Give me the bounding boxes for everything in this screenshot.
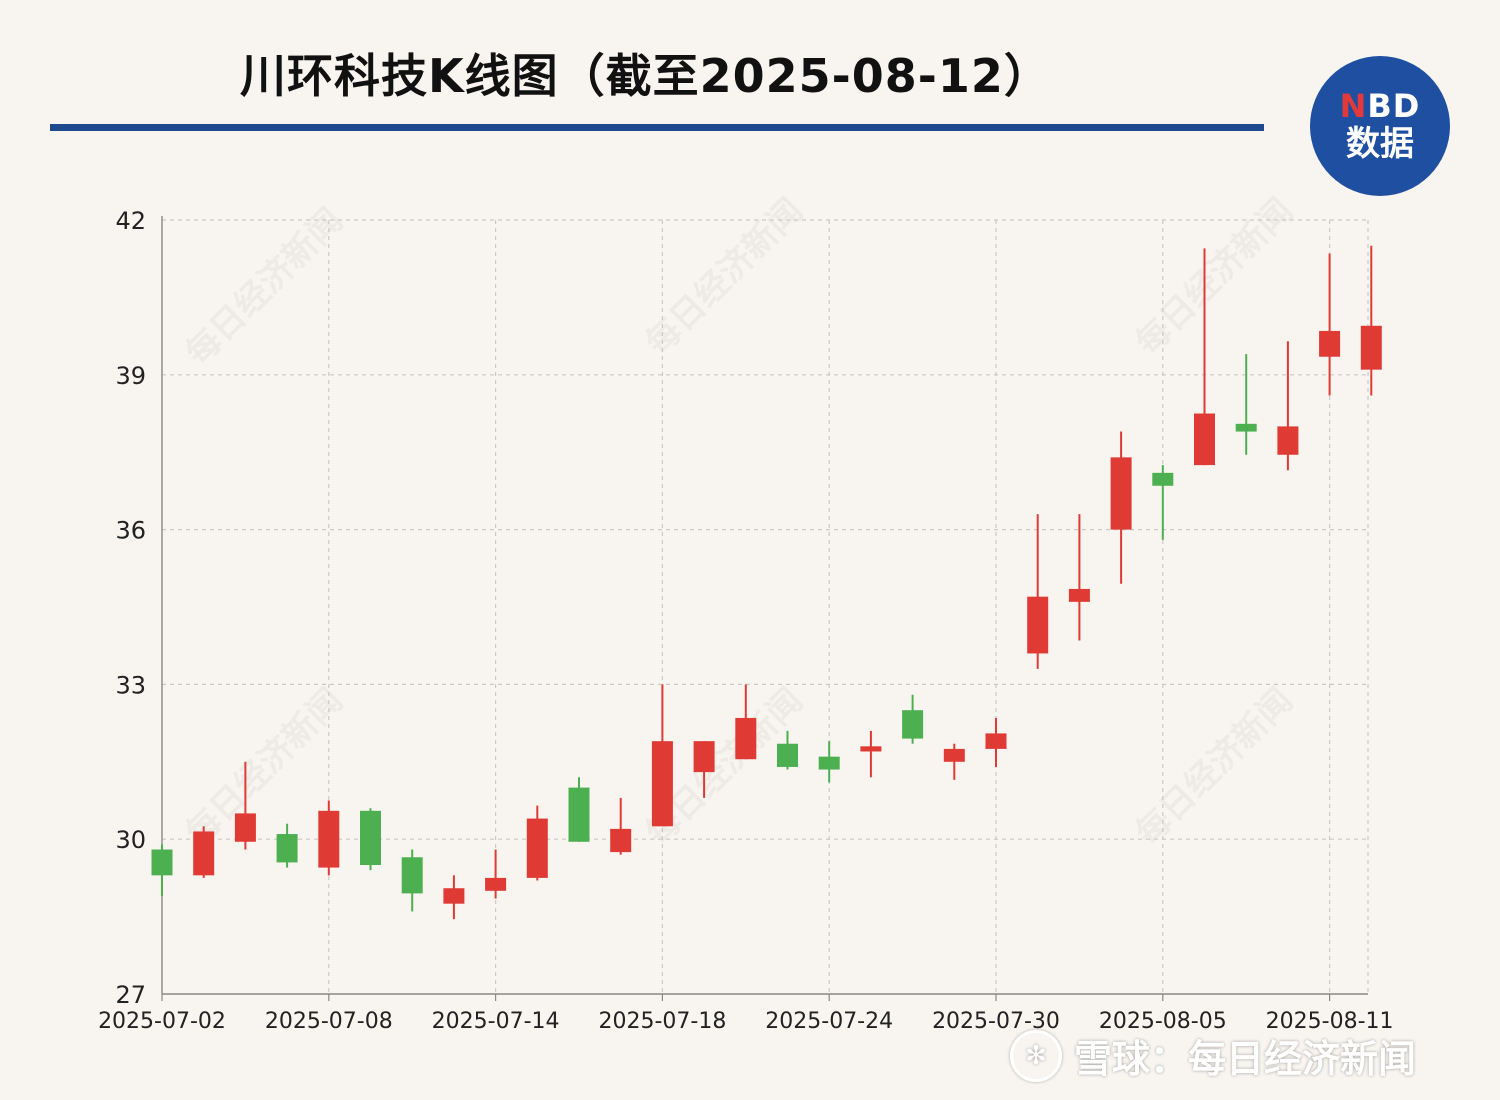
title-underline [50,124,1264,131]
candle-body [193,831,215,876]
candle-body [485,877,507,891]
candle-up [1277,341,1299,471]
x-tick-label: 2025-08-11 [1266,1009,1394,1034]
candle-body [360,810,381,865]
candle-body [1194,413,1215,466]
candle-up [693,741,715,798]
candle-body [1277,426,1299,455]
candle-up [1194,248,1215,466]
logo-text-nbd: NBD [1339,87,1421,125]
chart-title: 川环科技K线图（截至2025-08-12） [240,49,1051,103]
candle-body [1027,596,1049,654]
candle-up [1319,253,1341,396]
snowball-icon: ✻ [1010,1029,1062,1082]
candle-body [777,743,798,767]
x-tick-label: 2025-08-05 [1099,1009,1227,1034]
logo-text-data: 数据 [1346,124,1414,164]
candle-down [276,823,298,868]
footer-text: 雪球：每日经济新闻 [1074,1037,1417,1081]
candle-up [1027,514,1049,669]
candle-body [1235,423,1257,432]
candle-down [568,777,590,842]
candle-body [568,787,590,842]
candle-down [151,844,173,896]
candle-up [1110,431,1132,584]
candle-body [401,857,423,894]
candle-up [443,875,465,920]
candle-up [526,805,548,881]
axes [161,216,1368,1001]
y-tick-label: 33 [115,671,146,699]
candle-body [526,818,548,878]
candle-up [1068,514,1090,641]
candles [151,245,1382,920]
candle-body [985,733,1007,749]
candle-up [651,684,673,827]
candle-body [234,813,256,842]
x-tick-label: 2025-07-08 [265,1009,393,1034]
candle-up [485,849,507,899]
grid-lines [162,219,1369,994]
candle-body [1068,588,1090,602]
candle-up [985,717,1007,767]
y-tick-label: 36 [115,517,146,545]
y-tick-label: 39 [115,362,146,390]
candle-up [1360,245,1382,396]
x-tick-label: 2025-07-02 [98,1009,226,1034]
candle-down [1235,354,1257,455]
candle-up [943,743,965,780]
candle-down [1152,465,1174,540]
candle-down [777,730,798,770]
candle-body [693,741,715,773]
x-tick-label: 2025-07-14 [432,1009,560,1034]
candle-down [818,741,840,783]
x-tick-label: 2025-07-18 [598,1009,726,1034]
candle-body [276,834,298,863]
footer-watermark: ✻ 雪球：每日经济新闻 [1010,1028,1416,1083]
candle-body [818,756,840,770]
nbd-logo: NBD 数据 [1310,56,1450,196]
candle-up [735,684,757,760]
candle-body [735,717,757,760]
candle-down [902,694,924,744]
candle-up [234,761,256,850]
candle-body [1152,472,1174,486]
candle-body [151,849,173,876]
candle-body [1110,457,1132,530]
candle-down [401,849,423,912]
candle-up [193,826,215,878]
candle-body [860,746,882,752]
candle-body [443,888,465,904]
candle-down [360,808,381,871]
candle-body [651,741,673,827]
y-tick-label: 30 [115,826,146,854]
candle-up [860,730,882,778]
x-tick-label: 2025-07-24 [765,1009,893,1034]
candle-body [943,748,965,762]
candle-body [318,810,340,868]
candle-body [1319,330,1341,357]
tick-labels: 27 30 33 36 39 42 2025-07-02 2025-07-08 2025-07-… [98,207,1393,1034]
y-tick-label: 42 [115,207,146,235]
candle-up [610,797,632,855]
y-tick-label: 27 [115,981,146,1009]
candle-up [318,800,340,876]
candle-body [902,710,924,739]
candle-body [610,828,632,853]
candle-body [1360,325,1382,370]
